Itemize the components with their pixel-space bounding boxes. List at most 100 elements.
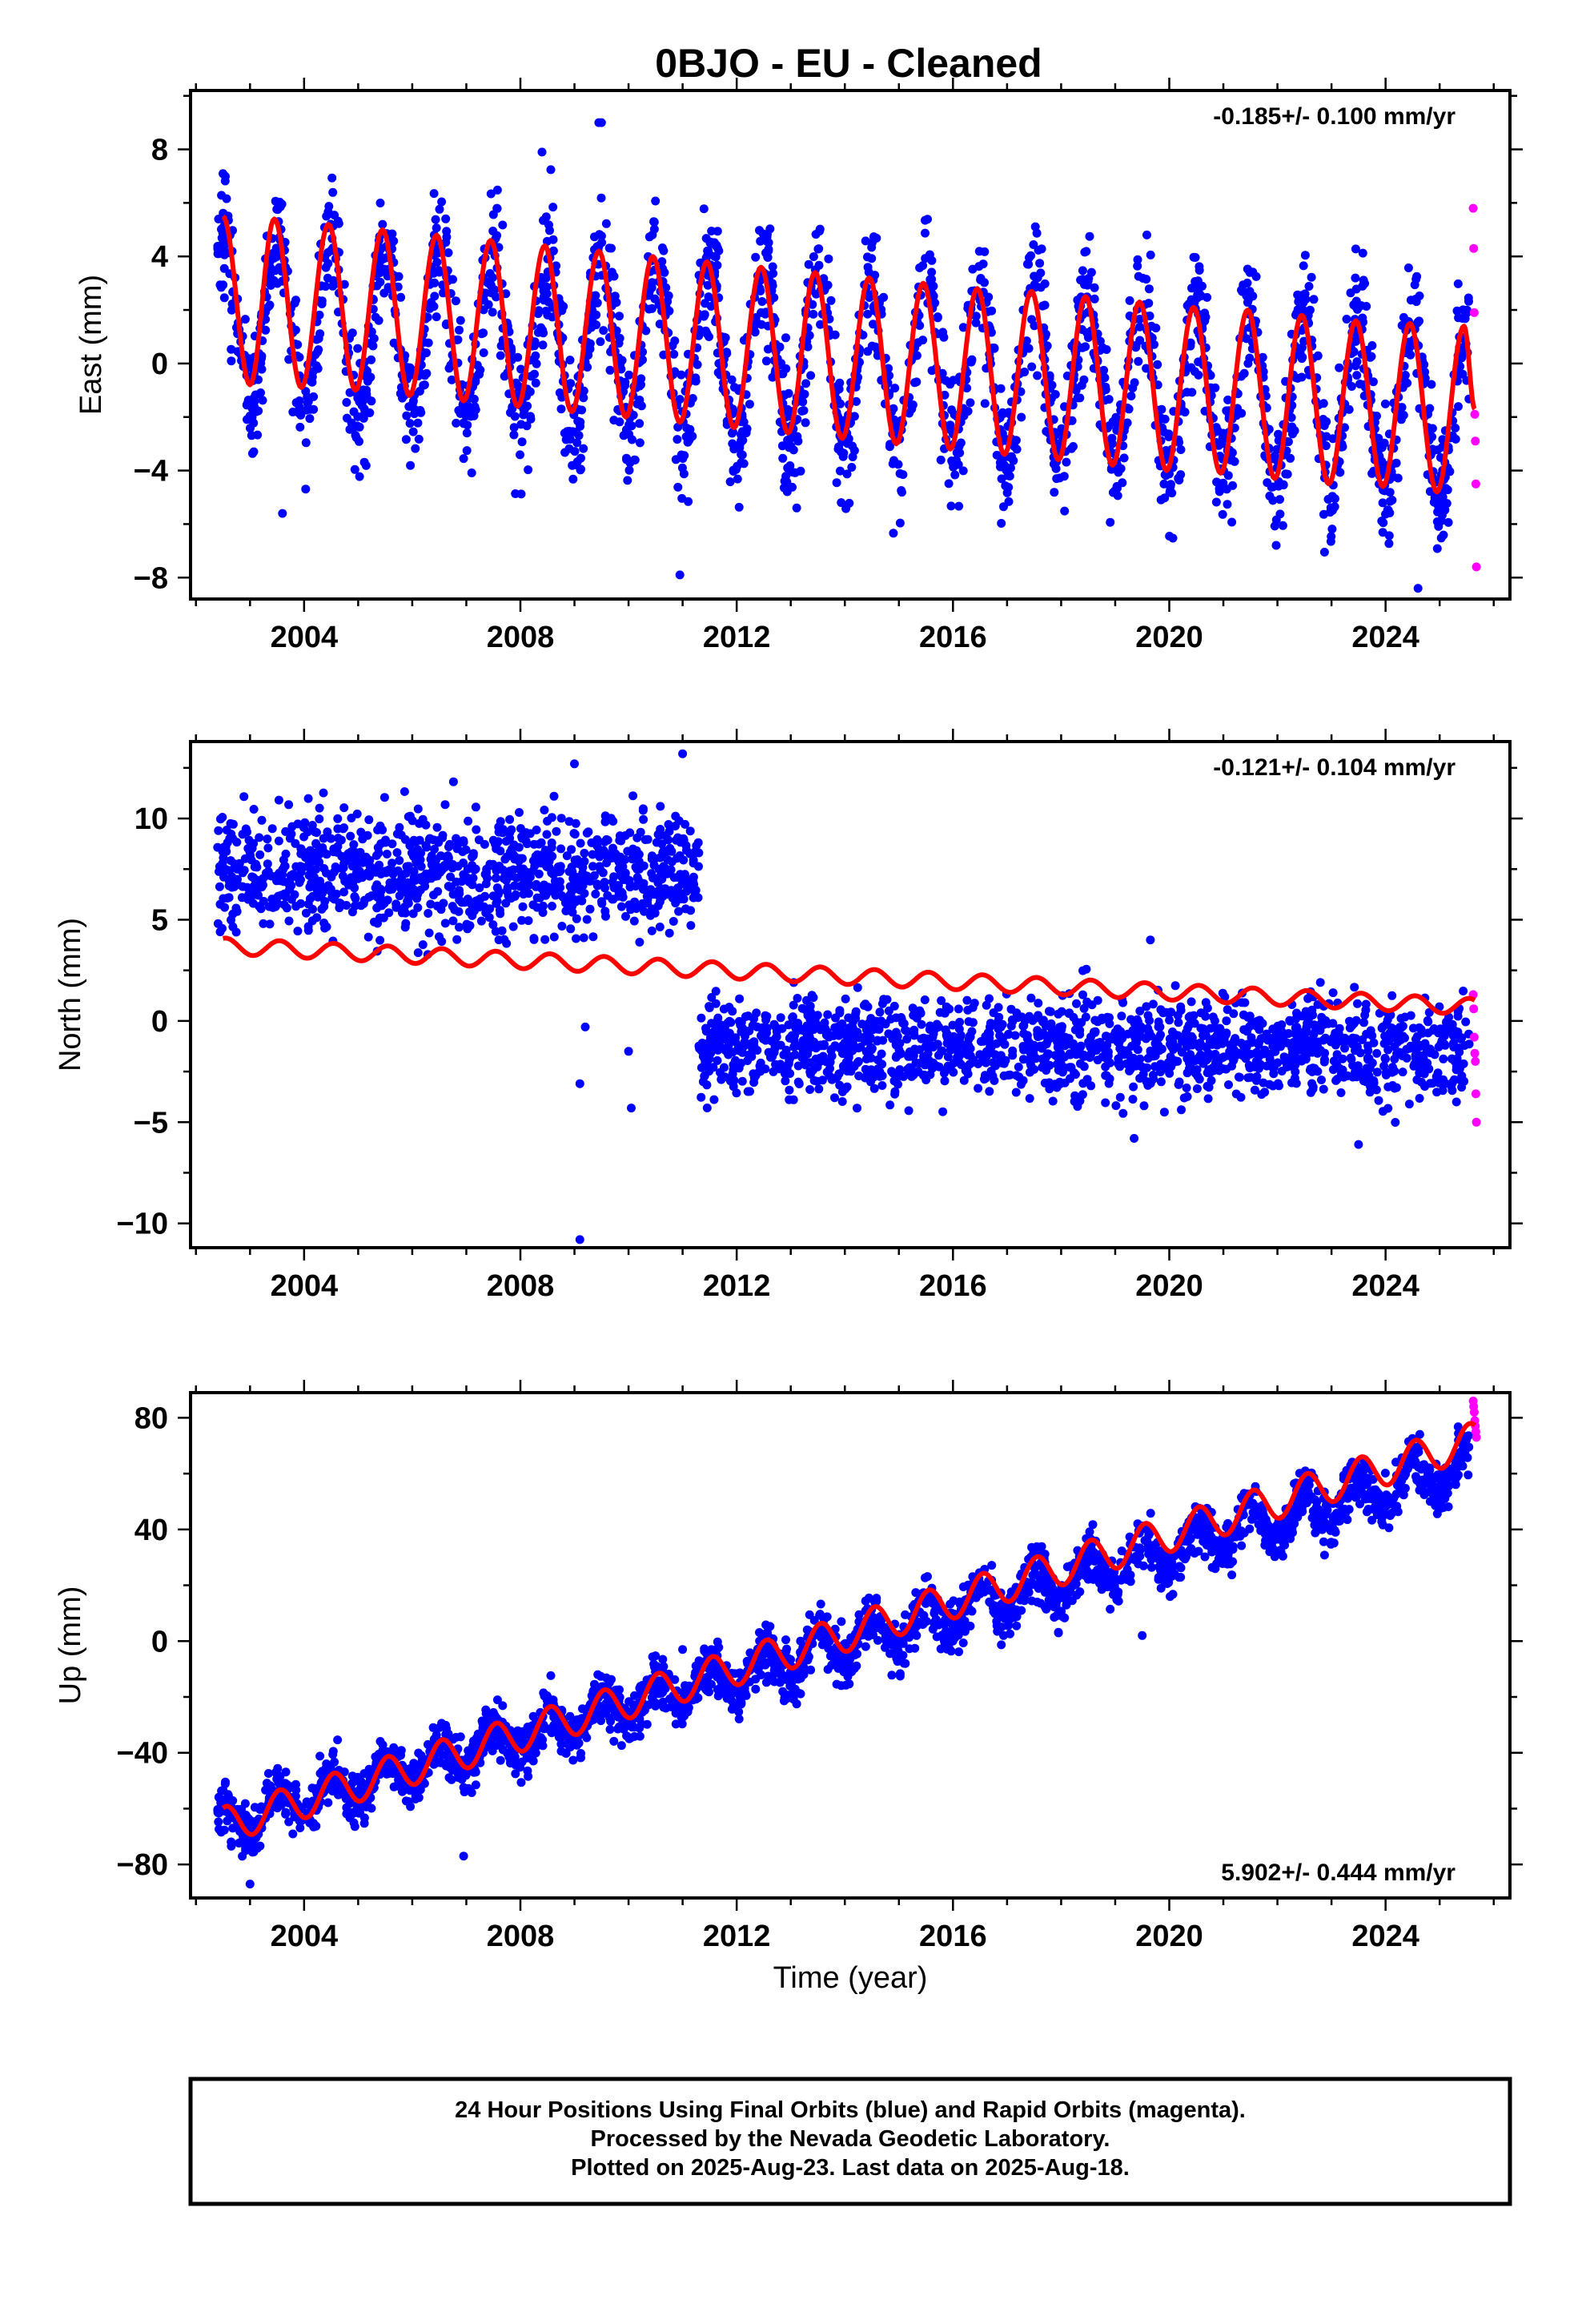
east-final-point bbox=[1400, 371, 1410, 380]
east-final-point bbox=[938, 328, 948, 337]
east-final-point bbox=[462, 428, 472, 438]
north-final-point bbox=[877, 1081, 887, 1090]
north-final-point bbox=[1378, 1022, 1387, 1031]
east-final-point bbox=[1134, 356, 1143, 366]
north-final-point bbox=[572, 934, 580, 943]
east-final-point bbox=[1251, 271, 1261, 281]
east-final-point bbox=[1176, 445, 1186, 454]
north-final-point bbox=[290, 890, 299, 899]
north-final-point bbox=[1362, 1063, 1371, 1073]
north-final-point bbox=[1369, 1076, 1379, 1085]
east-final-point bbox=[355, 472, 364, 481]
east-final-point bbox=[413, 418, 423, 428]
east-final-point bbox=[677, 452, 686, 462]
east-final-point bbox=[1020, 368, 1030, 376]
east-final-point bbox=[1297, 291, 1307, 300]
east-final-point bbox=[628, 435, 636, 444]
east-final-point bbox=[669, 349, 679, 359]
north-final-point bbox=[1285, 1061, 1295, 1071]
north-final-point bbox=[1265, 1080, 1275, 1089]
east-final-point bbox=[1379, 438, 1389, 448]
east-final-point bbox=[541, 212, 551, 222]
east-final-point bbox=[1351, 273, 1360, 283]
east-final-point bbox=[424, 338, 433, 348]
north-final-point bbox=[728, 1069, 737, 1079]
east-final-point bbox=[328, 281, 338, 291]
east-final-point bbox=[261, 325, 271, 335]
east-final-point bbox=[359, 404, 369, 414]
east-final-point bbox=[530, 369, 539, 379]
east-final-point bbox=[441, 214, 451, 223]
east-final-point bbox=[258, 396, 267, 405]
east-final-point bbox=[923, 215, 932, 224]
north-final-point bbox=[547, 885, 556, 894]
north-final-point bbox=[829, 1031, 838, 1040]
north-final-point bbox=[942, 1064, 952, 1074]
east-final-point bbox=[1387, 496, 1397, 505]
east-final-point bbox=[1451, 434, 1460, 444]
north-final-point bbox=[305, 894, 315, 903]
north-final-point bbox=[539, 887, 548, 896]
north-final-point bbox=[835, 1006, 845, 1015]
east-final-point bbox=[509, 430, 519, 440]
east-final-point bbox=[1206, 371, 1215, 380]
east-final-point bbox=[1313, 351, 1323, 360]
east-final-point bbox=[540, 296, 548, 305]
east-final-point bbox=[1144, 284, 1154, 294]
north-final-point bbox=[948, 1020, 958, 1030]
east-final-point bbox=[552, 261, 561, 271]
north-final-point bbox=[255, 850, 265, 859]
east-final-point bbox=[1458, 314, 1468, 323]
east-final-point bbox=[1464, 293, 1473, 303]
north-final-point bbox=[619, 875, 628, 884]
east-final-point bbox=[488, 308, 497, 317]
east-final-point bbox=[1216, 479, 1226, 489]
north-final-point bbox=[830, 1093, 839, 1103]
north-final-point bbox=[564, 817, 574, 826]
north-final-point bbox=[998, 1057, 1007, 1067]
north-final-point bbox=[307, 916, 317, 926]
north-final-point bbox=[1372, 1068, 1382, 1077]
east-final-point bbox=[635, 438, 644, 448]
north-final-point bbox=[1452, 1097, 1461, 1107]
north-final-point bbox=[635, 938, 644, 947]
north-final-point bbox=[542, 830, 552, 839]
north-final-point bbox=[1360, 1011, 1370, 1020]
east-final-point bbox=[1454, 402, 1463, 412]
east-final-point bbox=[801, 418, 810, 428]
east-final-point bbox=[980, 399, 990, 408]
north-final-point bbox=[400, 787, 409, 796]
north-final-point bbox=[546, 853, 555, 862]
east-final-point bbox=[649, 217, 659, 227]
east-final-point bbox=[705, 332, 713, 341]
north-final-point bbox=[1079, 1062, 1089, 1072]
east-final-point bbox=[1085, 231, 1094, 241]
north-final-point bbox=[942, 1002, 951, 1011]
north-final-point bbox=[789, 1095, 798, 1104]
north-final-point bbox=[1367, 1031, 1377, 1040]
north-final-point bbox=[228, 834, 238, 843]
north-final-point bbox=[1159, 1108, 1169, 1117]
north-final-point bbox=[1345, 1016, 1354, 1026]
north-final-point bbox=[452, 935, 462, 944]
north-final-point bbox=[805, 1085, 815, 1094]
north-final-point bbox=[831, 1013, 840, 1023]
east-rapid-point bbox=[1470, 409, 1480, 419]
north-final-point bbox=[338, 871, 347, 881]
north-final-point bbox=[905, 1063, 914, 1072]
east-final-point bbox=[1410, 280, 1419, 290]
east-final-point bbox=[1079, 375, 1089, 384]
east-rapid-point bbox=[1469, 243, 1479, 253]
north-final-point bbox=[957, 1060, 966, 1069]
east-final-point bbox=[265, 300, 275, 310]
east-final-point bbox=[809, 309, 818, 319]
north-final-point bbox=[284, 800, 294, 810]
east-outlier-point bbox=[537, 147, 547, 157]
north-final-point bbox=[1165, 1015, 1174, 1025]
east-final-point bbox=[987, 306, 997, 316]
east-final-point bbox=[322, 211, 331, 221]
north-final-point bbox=[231, 927, 241, 937]
north-final-point bbox=[1025, 1094, 1034, 1104]
north-final-point bbox=[647, 926, 656, 935]
north-final-point bbox=[448, 777, 458, 786]
